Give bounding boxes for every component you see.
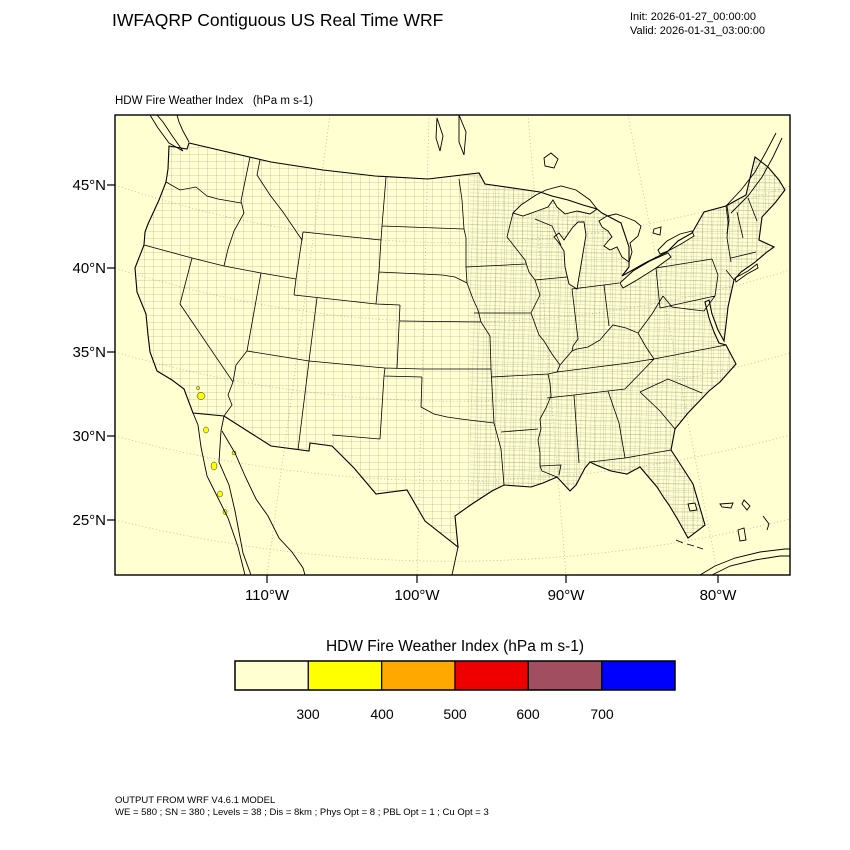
state-boundaries: [143, 156, 758, 486]
colorbar-segment-600-700: [527, 660, 603, 691]
colorbar-border: [234, 660, 676, 691]
lat-label-45n: 45°N: [72, 177, 106, 194]
bahamas: [719, 499, 751, 542]
lon-label-80w: 80°W: [700, 587, 738, 604]
lat-label-25n: 25°N: [72, 512, 106, 529]
field-label: HDW Fire Weather Index (hPa m s-1): [115, 95, 313, 107]
canadian-lakes: [435, 115, 730, 236]
colorbar-segment-lt300: [234, 660, 309, 691]
mexico-coastlines: [192, 412, 459, 575]
colorbar-tick-500: 500: [443, 706, 467, 722]
lake-okeechobee: [687, 502, 698, 512]
lon-label-110w: 110°W: [245, 587, 290, 604]
canada-coastlines: [149, 115, 783, 236]
baja-west-coast: [192, 412, 246, 575]
vancouver-island: [149, 115, 184, 152]
valid-timestamp: Valid: 2026-01-31_03:00:00: [630, 25, 765, 37]
colorbar: HDW Fire Weather Index (hPa m s-1) 300 4…: [234, 638, 676, 722]
footer-config-line: WE = 580 ; SN = 380 ; Levels = 38 ; Dis …: [115, 807, 489, 818]
lon-label-100w: 100°W: [394, 587, 440, 604]
long-island: [734, 263, 759, 283]
lat-label-40n: 40°N: [72, 260, 106, 277]
eleuthera: [762, 515, 770, 531]
init-timestamp: Init: 2026-01-27_00:00:00: [630, 11, 756, 23]
latitude-axis: 45°N 40°N 35°N 30°N 25°N: [72, 177, 106, 529]
lon-label-90w: 90°W: [548, 587, 586, 604]
axis-ticks: [107, 184, 719, 583]
lat-label-35n: 35°N: [72, 344, 106, 361]
longitude-axis: 110°W 100°W 90°W 80°W: [245, 587, 737, 604]
st-lawrence-river: [725, 132, 783, 214]
colorbar-segment-400-500: [381, 660, 456, 691]
bc-coast: [176, 115, 190, 143]
colorbar-title: HDW Fire Weather Index (hPa m s-1): [326, 638, 584, 655]
colorbar-segment-gt700: [601, 660, 676, 691]
cuba-coast: [699, 548, 790, 575]
map-frame: [114, 114, 791, 576]
colorbar-segment-500-600: [454, 660, 529, 691]
colorbar-tick-400: 400: [370, 706, 394, 722]
islands: [675, 263, 790, 575]
colorbar-segment-300-400: [307, 660, 383, 691]
colorbar-tick-700: 700: [590, 706, 614, 722]
colorbar-tick-600: 600: [516, 706, 540, 722]
sonora-coast: [221, 430, 306, 575]
conus-outline: [134, 142, 786, 549]
colorbar-tick-300: 300: [296, 706, 320, 722]
lat-label-30n: 30°N: [72, 428, 106, 445]
baja-gulf-coast: [218, 415, 252, 575]
footer-model-line: OUTPUT FROM WRF V4.6.1 MODEL: [115, 795, 275, 806]
page-title: IWFAQRP Contiguous US Real Time WRF: [112, 10, 443, 30]
tamaulipas-coast: [451, 546, 459, 575]
florida-keys: [675, 539, 704, 550]
